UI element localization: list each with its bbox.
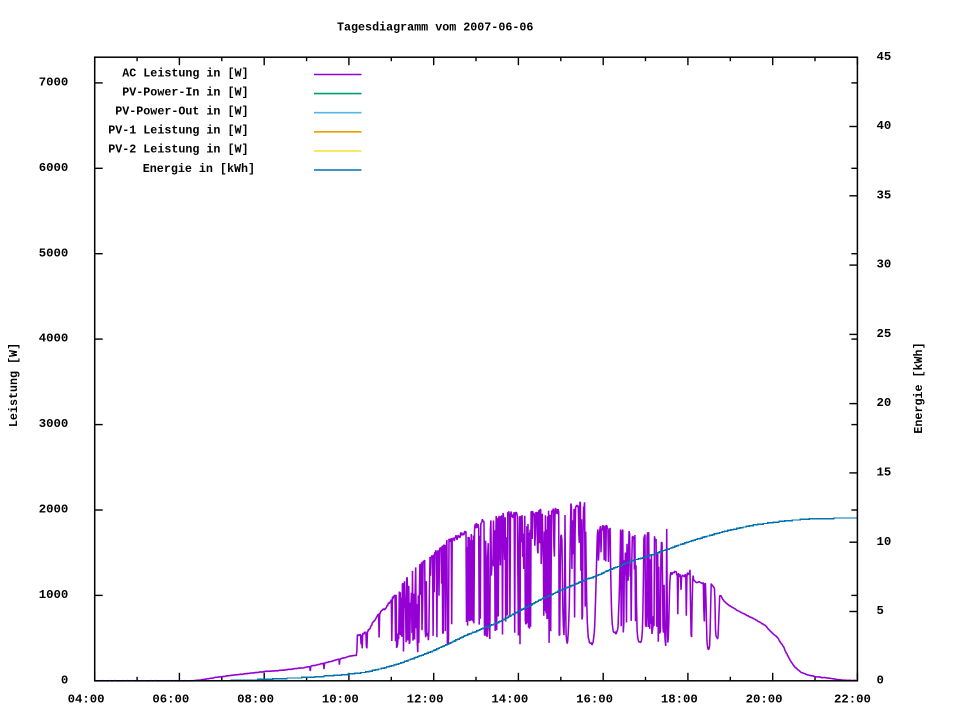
svg-text:25: 25 — [877, 327, 892, 341]
svg-text:Energie in [kWh]: Energie in [kWh] — [143, 162, 255, 176]
svg-text:PV-2 Leistung in [W]: PV-2 Leistung in [W] — [108, 143, 248, 157]
svg-text:0: 0 — [61, 673, 68, 687]
svg-text:10:00: 10:00 — [322, 692, 359, 706]
svg-text:30: 30 — [877, 258, 892, 272]
svg-text:PV-Power-In in [W]: PV-Power-In in [W] — [122, 85, 248, 99]
svg-text:Tagesdiagramm vom 2007-06-06: Tagesdiagramm vom 2007-06-06 — [337, 21, 533, 35]
svg-text:18:00: 18:00 — [661, 692, 698, 706]
svg-text:40: 40 — [877, 119, 892, 133]
svg-text:35: 35 — [877, 188, 892, 202]
svg-text:16:00: 16:00 — [576, 692, 613, 706]
svg-text:15: 15 — [877, 466, 892, 480]
svg-text:22:00: 22:00 — [834, 692, 871, 706]
svg-text:1000: 1000 — [39, 588, 69, 602]
svg-text:12:00: 12:00 — [407, 692, 444, 706]
svg-text:PV-1 Leistung in [W]: PV-1 Leistung in [W] — [108, 124, 248, 138]
svg-text:06:00: 06:00 — [152, 692, 189, 706]
svg-text:04:00: 04:00 — [68, 692, 105, 706]
svg-text:7000: 7000 — [39, 76, 69, 90]
svg-text:20: 20 — [877, 396, 892, 410]
svg-text:45: 45 — [877, 50, 892, 64]
svg-text:14:00: 14:00 — [491, 692, 528, 706]
svg-text:Leistung [W]: Leistung [W] — [7, 343, 21, 427]
svg-text:2000: 2000 — [39, 503, 69, 517]
svg-text:4000: 4000 — [39, 332, 69, 346]
svg-text:20:00: 20:00 — [746, 692, 783, 706]
svg-text:AC Leistung in [W]: AC Leistung in [W] — [122, 66, 248, 80]
svg-text:10: 10 — [877, 535, 892, 549]
svg-text:3000: 3000 — [39, 417, 69, 431]
svg-text:0: 0 — [877, 673, 884, 687]
svg-text:08:00: 08:00 — [237, 692, 274, 706]
svg-text:5: 5 — [877, 604, 884, 618]
svg-text:PV-Power-Out in [W]: PV-Power-Out in [W] — [115, 105, 248, 119]
svg-text:Energie [kWh]: Energie [kWh] — [912, 342, 926, 433]
svg-text:6000: 6000 — [39, 161, 69, 175]
svg-text:5000: 5000 — [39, 246, 69, 260]
